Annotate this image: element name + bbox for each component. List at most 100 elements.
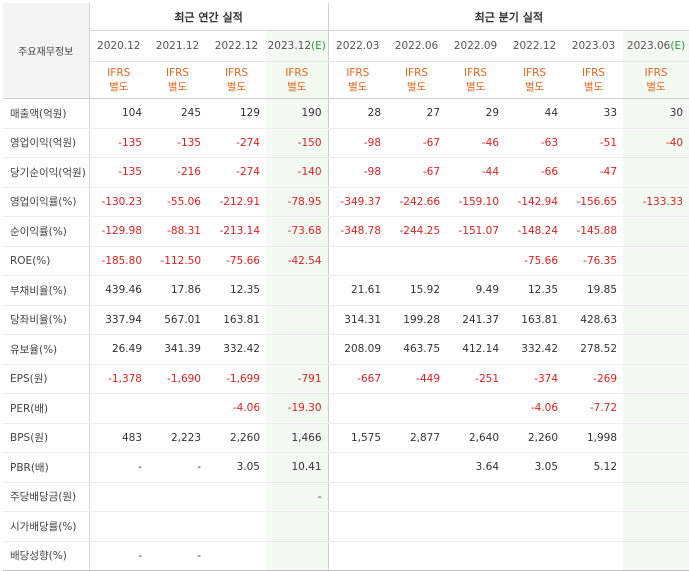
value-cell — [89, 393, 148, 424]
value-cell — [207, 511, 266, 542]
row-label: 유보율(%) — [3, 334, 90, 365]
row-label: PBR(배) — [3, 452, 90, 483]
table-row: PER(배) -4.06 -19.30 -4.06 -7.72 — [3, 393, 689, 424]
value-cell: 241.37 — [446, 305, 506, 335]
value-cell: 2,640 — [446, 423, 506, 453]
value-cell: -7.72 — [564, 393, 624, 424]
value-cell — [387, 511, 447, 542]
accounting-standard: IFRS 별도 — [266, 61, 329, 99]
table-row: 배당성향(%) - - — [3, 541, 689, 571]
value-cell: -130.23 — [89, 186, 148, 217]
accounting-standard-top: IFRS — [404, 67, 429, 79]
value-cell — [446, 481, 506, 512]
value-cell: 2,260 — [505, 423, 565, 453]
period-label: 2022.03 — [336, 40, 380, 52]
value-cell: -151.07 — [446, 216, 506, 247]
value-cell — [387, 481, 447, 512]
table-row: 순이익률(%) -129.98 -88.31 -213.14 -73.68 -348.78… — [3, 216, 689, 247]
value-cell: -47 — [564, 157, 624, 188]
row-label: 부채비율(%) — [3, 275, 90, 306]
accounting-standard: IFRS 별도 — [564, 61, 624, 99]
table-row: 영업이익률(%) -130.23 -55.06 -212.91 -78.95 -349.3… — [3, 186, 689, 217]
period-header: 2022.12 — [505, 30, 565, 62]
value-cell: 428.63 — [564, 305, 624, 335]
period-label: 2022.12 — [512, 40, 557, 52]
financial-rows: 매출액(억원) 104 245 129 190 28 27 29 44 33 30 영업이익(억원) -… — [3, 98, 689, 571]
period-label: 2022.06 — [394, 40, 439, 52]
value-cell: -148.24 — [505, 216, 565, 247]
value-cell: 5.12 — [564, 452, 624, 483]
value-cell — [623, 275, 689, 306]
accounting-standard: IFRS 별도 — [446, 61, 506, 99]
value-cell: -76.35 — [564, 246, 624, 276]
value-cell — [266, 275, 329, 306]
accounting-standard-top: IFRS — [285, 67, 309, 79]
value-cell: -1,378 — [89, 363, 148, 394]
value-cell: 2,223 — [148, 423, 207, 453]
value-cell: 463.75 — [387, 334, 447, 365]
value-cell: -140 — [266, 157, 329, 188]
value-cell: 28 — [328, 98, 388, 129]
value-cell: -63 — [505, 128, 565, 158]
value-cell: -667 — [328, 363, 388, 394]
value-cell: -112.50 — [148, 246, 207, 276]
table-row: 시가배당률(%) — [3, 511, 689, 542]
accounting-standard: IFRS 별도 — [387, 61, 447, 99]
value-cell — [623, 393, 689, 424]
period-label: 2023.12 — [267, 40, 312, 52]
accounting-standard: IFRS 별도 — [328, 61, 388, 99]
value-cell: -1,690 — [148, 363, 207, 394]
accounting-standard-top: IFRS — [165, 67, 190, 79]
value-cell: -42.54 — [266, 246, 329, 276]
value-cell: -348.78 — [328, 216, 388, 247]
value-cell — [387, 541, 447, 571]
accounting-standard-bottom: 별도 — [226, 81, 247, 93]
value-cell — [89, 511, 148, 542]
value-cell: 341.39 — [148, 334, 207, 365]
value-cell — [328, 393, 388, 424]
value-cell: 26.49 — [89, 334, 148, 365]
period-label: 2022.09 — [453, 40, 498, 52]
value-cell — [564, 481, 624, 512]
value-cell — [328, 541, 388, 571]
annual-group-title: 최근 연간 실적 — [89, 3, 329, 31]
value-cell: -159.10 — [446, 186, 506, 217]
value-cell — [505, 481, 565, 512]
period-header: 2023.03 — [564, 30, 624, 62]
accounting-standard-bottom: 별도 — [287, 81, 307, 93]
table-row: 영업이익(억원) -135 -135 -274 -150 -98 -67 -46 -63 -51-… — [3, 128, 689, 158]
value-cell — [505, 541, 565, 571]
value-cell: 17.86 — [148, 275, 207, 306]
value-cell — [446, 541, 506, 571]
value-cell — [623, 511, 689, 542]
value-cell — [328, 511, 388, 542]
value-cell: -129.98 — [89, 216, 148, 247]
period-header: 2022.06 — [387, 30, 447, 62]
value-cell — [148, 393, 207, 424]
value-cell — [623, 305, 689, 335]
value-cell: 3.05 — [505, 452, 565, 483]
period-header-row: 2020.12 2021.12 2022.12 2023.12(E) 2022.03 20… — [3, 30, 689, 62]
value-cell — [148, 511, 207, 542]
accounting-standard: IFRS 별도 — [623, 61, 689, 99]
row-label: 배당성향(%) — [3, 541, 90, 571]
value-cell: -150 — [266, 128, 329, 158]
value-cell: -4.06 — [505, 393, 565, 424]
accounting-standard-top: IFRS — [644, 67, 668, 79]
value-cell: 10.41 — [266, 452, 329, 483]
value-cell — [564, 541, 624, 571]
table-row: ROE(%) -185.80 -112.50 -75.66 -42.54 -75.66 -7… — [3, 246, 689, 276]
value-cell — [266, 541, 329, 571]
financial-summary-table: 주요재무정보 최근 연간 실적 최근 분기 실적 2020.12 2021.12 2… — [3, 3, 689, 571]
value-cell: -242.66 — [387, 186, 447, 217]
value-cell: -216 — [148, 157, 207, 188]
value-cell: 29 — [446, 98, 506, 129]
value-cell: -156.65 — [564, 186, 624, 217]
value-cell: 2,877 — [387, 423, 447, 453]
value-cell: -135 — [89, 128, 148, 158]
accounting-standard-bottom: 별도 — [524, 81, 545, 93]
value-cell: 1,466 — [266, 423, 329, 453]
table-row: EPS(원) -1,378 -1,690 -1,699 -791 -667 -449 -251… — [3, 363, 689, 394]
period-header: 2023.12(E) — [266, 30, 329, 62]
value-cell — [623, 481, 689, 512]
